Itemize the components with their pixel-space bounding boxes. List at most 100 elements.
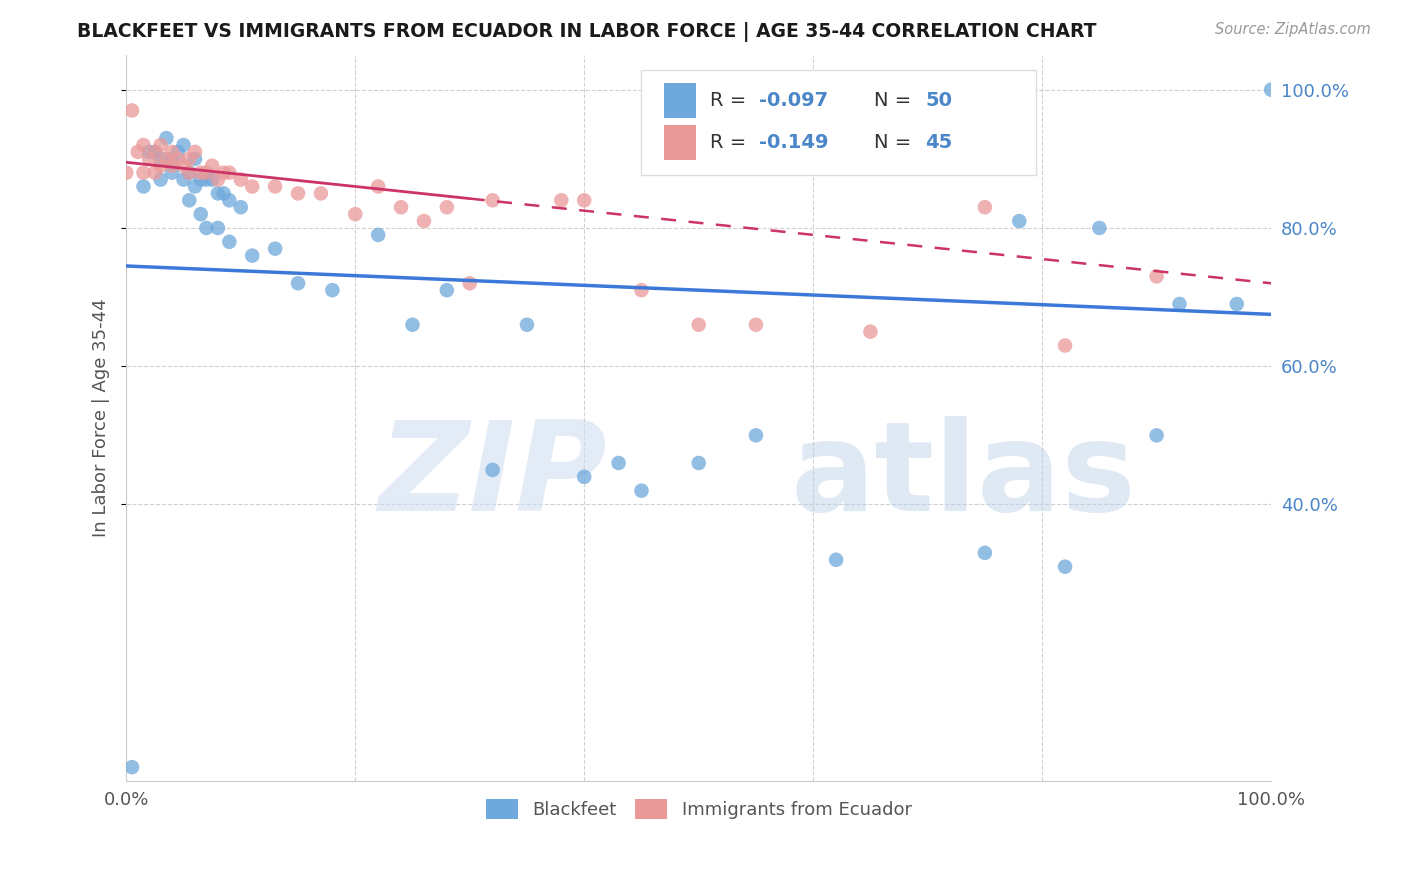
Point [173, 172, 195, 186]
Point [207, 172, 229, 186]
Point [149, 138, 172, 153]
Point [688, 318, 710, 332]
Point [688, 456, 710, 470]
Point [401, 318, 423, 332]
Point [190, 207, 212, 221]
Point [179, 166, 201, 180]
Point [132, 166, 155, 180]
Text: ZIP: ZIP [378, 416, 607, 537]
Point [207, 186, 229, 201]
Point [367, 227, 389, 242]
Text: -0.149: -0.149 [759, 133, 830, 152]
Point [240, 249, 263, 263]
Point [184, 145, 207, 159]
Point [195, 166, 218, 180]
Point [184, 179, 207, 194]
Text: BLACKFEET VS IMMIGRANTS FROM ECUADOR IN LABOR FORCE | AGE 35-44 CORRELATION CHAR: BLACKFEET VS IMMIGRANTS FROM ECUADOR IN … [77, 22, 1097, 42]
Point [173, 159, 195, 173]
Point [607, 456, 630, 470]
Point [201, 159, 224, 173]
Point [973, 200, 995, 214]
Point [218, 166, 240, 180]
Legend: Blackfeet, Immigrants from Ecuador: Blackfeet, Immigrants from Ecuador [478, 792, 920, 826]
Point [179, 152, 201, 166]
Point [155, 152, 177, 166]
Point [127, 145, 149, 159]
Point [218, 194, 240, 208]
Point [321, 283, 343, 297]
Point [132, 138, 155, 153]
Point [436, 200, 458, 214]
Text: 45: 45 [925, 133, 953, 152]
Point [160, 166, 183, 180]
Point [173, 138, 195, 153]
Point [745, 428, 768, 442]
Point [149, 152, 172, 166]
Text: N =: N = [875, 91, 917, 111]
Point [1168, 297, 1191, 311]
FancyBboxPatch shape [665, 125, 696, 160]
Point [218, 235, 240, 249]
Point [132, 179, 155, 194]
Point [195, 221, 218, 235]
Point [143, 145, 166, 159]
Point [344, 207, 367, 221]
Point [458, 277, 481, 291]
Point [367, 179, 389, 194]
Point [1146, 428, 1168, 442]
Point [309, 186, 332, 201]
Point [825, 553, 848, 567]
Point [287, 186, 309, 201]
Y-axis label: In Labor Force | Age 35-44: In Labor Force | Age 35-44 [93, 299, 110, 537]
Point [190, 172, 212, 186]
Point [138, 145, 160, 159]
Point [1088, 221, 1111, 235]
Text: 50: 50 [925, 91, 952, 111]
Point [287, 277, 309, 291]
Point [550, 194, 572, 208]
Text: R =: R = [710, 133, 752, 152]
Text: -0.097: -0.097 [759, 91, 828, 111]
Point [166, 152, 188, 166]
Point [436, 283, 458, 297]
Point [1053, 338, 1076, 352]
Point [166, 145, 188, 159]
Point [859, 325, 882, 339]
Point [121, 760, 143, 774]
Point [138, 152, 160, 166]
Text: R =: R = [710, 91, 752, 111]
Point [389, 200, 412, 214]
Point [630, 283, 652, 297]
Point [195, 172, 218, 186]
FancyBboxPatch shape [665, 84, 696, 119]
Text: N =: N = [875, 133, 917, 152]
Point [516, 318, 538, 332]
Point [264, 179, 287, 194]
Point [1053, 559, 1076, 574]
Point [149, 159, 172, 173]
Point [630, 483, 652, 498]
Point [481, 463, 503, 477]
FancyBboxPatch shape [641, 70, 1036, 175]
Point [149, 172, 172, 186]
Point [207, 221, 229, 235]
Point [155, 131, 177, 145]
Point [212, 166, 235, 180]
Point [1146, 269, 1168, 284]
Point [574, 470, 596, 484]
Point [240, 179, 263, 194]
Point [143, 145, 166, 159]
Point [413, 214, 436, 228]
Point [973, 546, 995, 560]
Point [481, 194, 503, 208]
Point [1008, 214, 1031, 228]
Point [229, 200, 252, 214]
Point [229, 172, 252, 186]
Point [179, 166, 201, 180]
Point [1226, 297, 1249, 311]
Point [115, 166, 138, 180]
Point [574, 194, 596, 208]
Point [1260, 83, 1282, 97]
Point [121, 103, 143, 118]
Point [179, 194, 201, 208]
